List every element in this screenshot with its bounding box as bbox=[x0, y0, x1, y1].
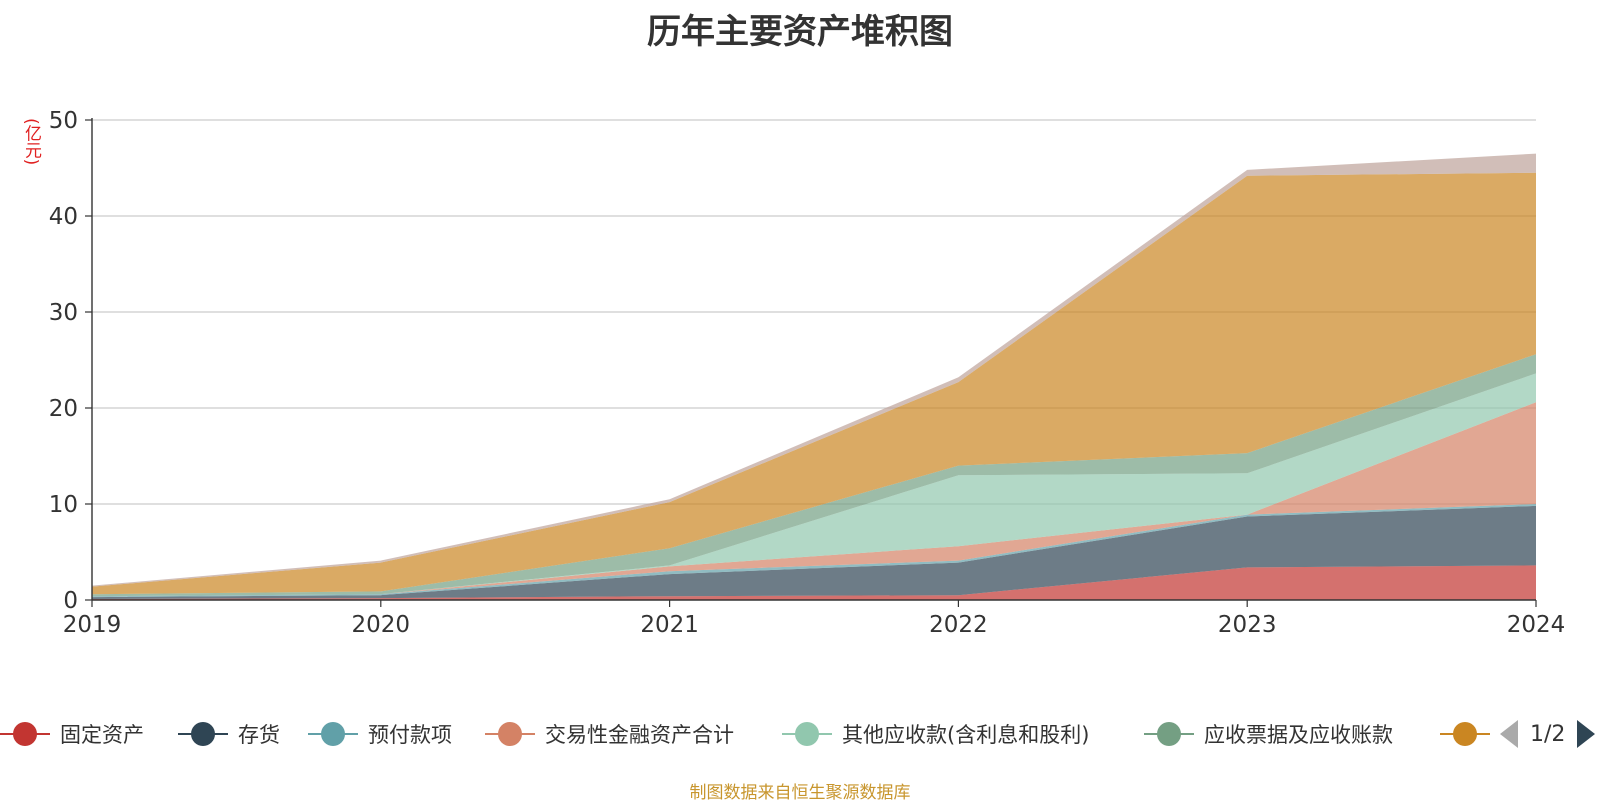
legend-item-4[interactable]: 其他应收款(含利息和股利) bbox=[782, 716, 1089, 752]
y-tick-label: 40 bbox=[49, 204, 78, 230]
y-tick-label: 30 bbox=[49, 300, 78, 326]
y-tick-label: 50 bbox=[49, 108, 78, 134]
y-axis-unit: (亿元) bbox=[21, 118, 41, 166]
y-tick-label: 10 bbox=[49, 492, 78, 518]
legend-page-indicator: 1/2 bbox=[1530, 721, 1566, 747]
legend-item-1[interactable]: 存货 bbox=[178, 716, 280, 752]
legend-marker-icon bbox=[782, 716, 832, 752]
area-series-0[interactable] bbox=[92, 565, 1536, 600]
legend-label: 其他应收款(含利息和股利) bbox=[842, 723, 1090, 747]
legend-label: 存货 bbox=[238, 723, 280, 747]
legend-marker-icon bbox=[1440, 716, 1490, 752]
legend-item-0[interactable]: 固定资产 bbox=[0, 716, 144, 752]
legend-marker-icon bbox=[178, 716, 228, 752]
x-tick-label: 2023 bbox=[1218, 612, 1277, 638]
x-tick-label: 2021 bbox=[640, 612, 699, 638]
legend-label: 交易性金融资产合计 bbox=[545, 723, 734, 747]
y-tick-label: 20 bbox=[49, 396, 78, 422]
x-tick-label: 2022 bbox=[929, 612, 988, 638]
legend-item-2[interactable]: 预付款项 bbox=[308, 716, 452, 752]
legend-label: 应收票据及应收账款 bbox=[1204, 723, 1393, 747]
area-layer bbox=[92, 153, 1536, 600]
legend-marker-icon bbox=[1144, 716, 1194, 752]
legend-item-5[interactable]: 应收票据及应收账款 bbox=[1144, 716, 1393, 752]
legend-item-3[interactable]: 交易性金融资产合计 bbox=[485, 716, 734, 752]
legend-next-icon[interactable] bbox=[1577, 720, 1596, 748]
data-source-note: 制图数据来自恒生聚源数据库 bbox=[689, 783, 911, 803]
area-series-3[interactable] bbox=[92, 402, 1536, 597]
legend: 固定资产 存货 预付款项 交易性金融资产合计 其他应收款(含利息和股利) 应收票据及应收账… bbox=[0, 716, 1600, 752]
area-series-6[interactable] bbox=[92, 172, 1536, 595]
legend-pager: 1/2 bbox=[1500, 716, 1596, 752]
area-series-4[interactable] bbox=[92, 373, 1536, 597]
y-tick-label: 0 bbox=[63, 588, 78, 614]
chart-title: 历年主要资产堆积图 bbox=[647, 12, 953, 52]
area-series-2[interactable] bbox=[92, 504, 1536, 598]
legend-prev-icon[interactable] bbox=[1500, 720, 1518, 748]
x-tick-label: 2020 bbox=[352, 612, 411, 638]
area-series-1[interactable] bbox=[92, 505, 1536, 599]
legend-marker-icon bbox=[0, 716, 50, 752]
legend-label: 固定资产 bbox=[60, 723, 144, 747]
legend-item-6[interactable] bbox=[1440, 716, 1500, 752]
legend-marker-icon bbox=[308, 716, 358, 752]
x-tick-label: 2024 bbox=[1507, 612, 1566, 638]
axis-layer: 0 10 20 30 40 50 2019 2020 2021 2022 2023 2024 bbox=[49, 108, 1566, 638]
legend-marker-icon bbox=[485, 716, 535, 752]
x-tick-label: 2019 bbox=[63, 612, 122, 638]
legend-label: 预付款项 bbox=[368, 723, 452, 747]
